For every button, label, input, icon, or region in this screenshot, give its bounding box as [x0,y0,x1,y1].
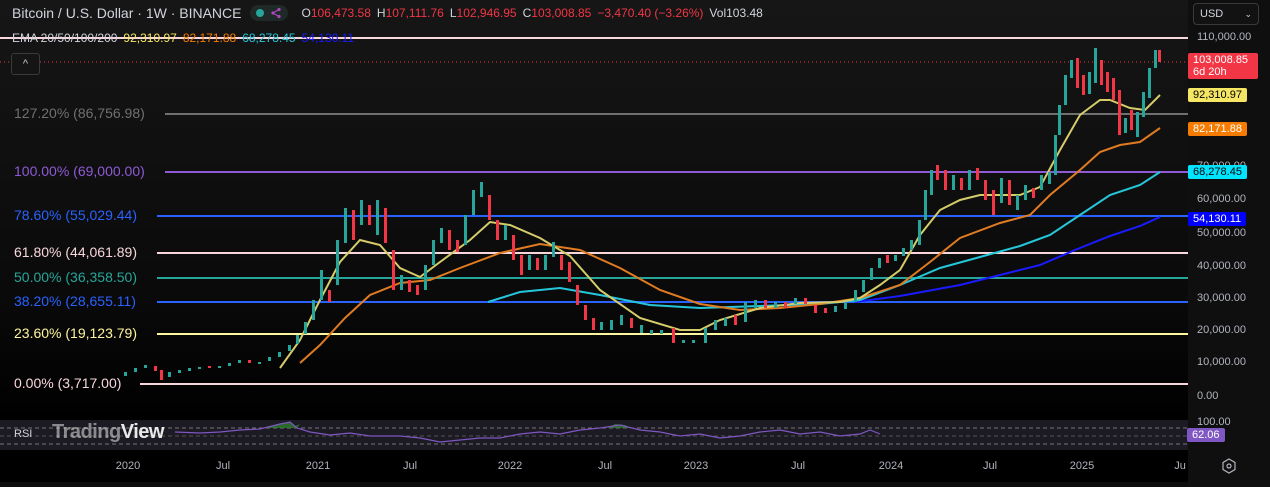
time-axis[interactable] [0,450,1188,482]
x-label: Jul [215,460,231,472]
status-pill[interactable] [249,5,288,21]
fib-label-78: 78.60% (55,029.44) [14,207,137,223]
share-icon[interactable] [270,7,282,19]
ohlc-values: O106,473.58 H107,111.76 L102,946.95 C103… [302,6,763,20]
x-label: 2023 [683,460,709,472]
tradingview-logo[interactable]: TradingView [52,421,164,444]
symbol-title[interactable]: Bitcoin / U.S. Dollar · 1W · BINANCE [12,5,242,21]
vol-value: 103.48 [726,6,763,20]
vol-key: Vol [709,6,727,20]
last-price: 103,008.85 [1193,54,1249,66]
x-label: 2021 [305,460,331,472]
y-label: 40,000.00 [1197,260,1246,272]
close-key: C [522,6,532,20]
chevron-up-icon: ^ [22,58,29,70]
rsi-axis-top: 100.00 [1197,416,1231,428]
y-label: 10,000.00 [1197,356,1246,368]
price-chart-canvas[interactable] [0,0,1188,450]
x-label: Ju [1174,460,1186,472]
bar-countdown: 6d 20h [1193,66,1227,78]
y-label: 110,000.00 [1197,31,1252,43]
currency-select[interactable]: USD ⌄ [1193,3,1259,25]
x-label: 2022 [497,460,523,472]
candles [124,48,1161,380]
x-label: 2025 [1069,460,1095,472]
x-label: Jul [982,460,998,472]
rsi-value-tag: 62.06 [1187,428,1225,442]
currency-value: USD [1200,8,1224,20]
fib-label-61: 61.80% (44,061.89) [14,244,137,260]
logo-part1: Trading [52,421,121,443]
last-price-tag: 103,008.85 6d 20h [1188,53,1258,79]
high-key: H [376,6,386,20]
ema50-value: 82,171.88 [182,31,237,45]
fib-label-127: 127.20% (86,756.98) [14,105,145,121]
low-key: L [449,6,457,20]
market-open-icon [255,9,264,17]
y-label: 50,000.00 [1197,227,1246,239]
price-axis[interactable] [1188,0,1270,487]
y-label: 0.00 [1197,390,1219,402]
fib-label-0: 0.00% (3,717.00) [14,375,122,391]
ema20-value: 92,310.97 [123,31,177,45]
open-value: 106,473.58 [310,6,371,20]
ema-legend[interactable]: EMA 20/50/100/200 92,310.97 82,171.88 68… [12,31,354,45]
high-value: 107,111.76 [385,6,444,20]
x-label: 2024 [878,460,904,472]
close-value: 103,008.85 [531,6,592,20]
ema200-tag: 54,130.11 [1188,212,1247,226]
x-label: Jul [790,460,806,472]
y-label: 20,000.00 [1197,324,1246,336]
rsi-pane[interactable] [0,420,1188,450]
chevron-down-icon: ⌄ [1244,8,1252,19]
ema100-tag: 68,278.45 [1188,165,1247,179]
collapse-legend-button[interactable]: ^ [11,53,40,75]
ema50-tag: 82,171.88 [1188,122,1247,136]
x-label: Jul [402,460,418,472]
x-label: Jul [597,460,613,472]
y-label: 30,000.00 [1197,292,1246,304]
logo-part2: View [120,421,165,443]
y-label: 60,000.00 [1197,193,1246,205]
ema100-value: 68,278.45 [242,31,296,45]
rsi-label: RSI [14,428,33,440]
fib-label-23: 23.60% (19,123.79) [14,325,137,341]
x-label: 2020 [115,460,141,472]
change-value: −3,470.40 (−3.26%) [597,6,704,20]
settings-icon[interactable] [1221,458,1237,474]
fib-label-100: 100.00% (69,000.00) [14,163,145,179]
chart-pane[interactable] [0,0,1188,420]
chart-header: Bitcoin / U.S. Dollar · 1W · BINANCE O10… [12,5,763,21]
low-value: 102,946.95 [456,6,517,20]
open-key: O [301,6,311,20]
fib-label-50: 50.00% (36,358.50) [14,269,137,285]
ema-label: EMA 20/50/100/200 [12,31,118,45]
fib-label-38: 38.20% (28,655.11) [14,293,136,309]
ema20-tag: 92,310.97 [1188,88,1247,102]
ema200-value: 54,130.11 [301,31,355,45]
